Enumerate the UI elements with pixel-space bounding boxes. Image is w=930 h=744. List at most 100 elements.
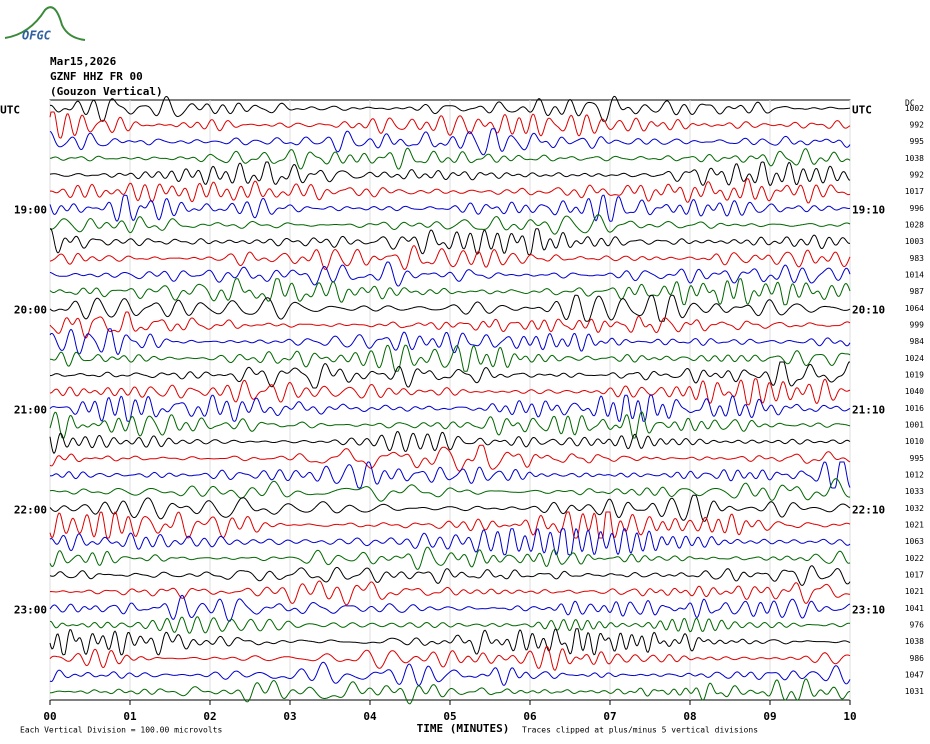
x-tick-label: 07 — [603, 710, 616, 723]
dc-value: 992 — [910, 171, 925, 180]
dc-value: 1002 — [905, 104, 924, 113]
dc-value: 1047 — [905, 671, 924, 680]
trace — [49, 594, 851, 622]
trace — [49, 444, 851, 472]
trace — [49, 261, 851, 287]
trace — [49, 294, 851, 322]
dc-value: 1017 — [905, 571, 924, 580]
dc-value: 986 — [910, 654, 925, 663]
trace — [50, 228, 850, 256]
dc-value: 1017 — [905, 187, 924, 196]
x-tick-label: 06 — [523, 710, 537, 723]
trace — [49, 546, 851, 570]
dc-value: 1001 — [905, 421, 924, 430]
dc-value: 1021 — [905, 587, 924, 596]
dc-value: 1003 — [905, 237, 924, 246]
footer-left: Each Vertical Division = 100.00 microvol… — [20, 726, 222, 735]
trace — [49, 128, 851, 156]
trace — [49, 194, 851, 222]
right-time-label: 19:10 — [852, 203, 885, 216]
x-tick-label: 03 — [283, 710, 296, 723]
dc-value: 1024 — [905, 354, 924, 363]
dc-value: 996 — [910, 204, 925, 213]
x-tick-label: 00 — [43, 710, 56, 723]
trace — [49, 111, 851, 139]
dc-value: 1041 — [905, 604, 924, 613]
trace — [49, 628, 851, 656]
x-tick-label: 10 — [843, 710, 856, 723]
site: (Gouzon Vertical) — [50, 85, 163, 98]
x-tick-label: 08 — [683, 710, 696, 723]
trace — [49, 645, 851, 671]
left-time-label: 22:00 — [14, 503, 47, 516]
left-time-label: 21:00 — [14, 403, 47, 416]
dc-value: 1016 — [905, 404, 924, 413]
dc-value: 1021 — [905, 521, 924, 530]
logo-curve — [4, 6, 86, 41]
trace — [49, 580, 851, 606]
right-time-label: 20:10 — [852, 303, 885, 316]
station: GZNF HHZ FR 00 — [50, 70, 143, 83]
right-time-label: 23:10 — [852, 603, 885, 616]
trace — [49, 328, 851, 356]
right-time-label: 21:10 — [852, 403, 885, 416]
dc-value: 1064 — [905, 304, 924, 313]
dc-value: 1032 — [905, 504, 924, 513]
trace — [49, 311, 851, 339]
trace — [49, 661, 851, 687]
dc-value: 1038 — [905, 637, 924, 646]
dc-value: 1010 — [905, 437, 924, 446]
dc-value: 995 — [910, 454, 925, 463]
right-time-label: 22:10 — [852, 503, 885, 516]
trace — [49, 214, 851, 235]
dc-value: 1012 — [905, 471, 924, 480]
dc-value: 1040 — [905, 387, 924, 396]
dc-value: 999 — [910, 321, 925, 330]
trace — [49, 494, 851, 522]
trace — [49, 411, 851, 439]
right-time-label: UTC — [852, 103, 872, 116]
dc-value: 1063 — [905, 537, 924, 546]
left-time-label: UTC — [0, 103, 20, 116]
x-tick-label: 04 — [363, 710, 377, 723]
trace — [49, 378, 851, 406]
x-axis-label: TIME (MINUTES) — [417, 722, 510, 735]
trace — [49, 565, 851, 587]
trace — [49, 344, 851, 372]
dc-value: 1038 — [905, 154, 924, 163]
dc-value: 1022 — [905, 554, 924, 563]
date: Mar15,2026 — [50, 55, 117, 68]
trace — [49, 147, 851, 170]
x-tick-label: 02 — [203, 710, 216, 723]
trace — [49, 527, 851, 556]
trace — [49, 478, 851, 502]
trace — [49, 394, 851, 422]
trace — [49, 278, 851, 306]
dc-value: 976 — [910, 621, 925, 630]
dc-value: 995 — [910, 137, 925, 146]
x-tick-label: 05 — [443, 710, 456, 723]
dc-value: 1031 — [905, 687, 924, 696]
trace — [50, 361, 850, 389]
footer-right: Traces clipped at plus/minus 5 vertical … — [522, 726, 758, 735]
trace — [49, 461, 851, 489]
trace — [49, 95, 851, 122]
dc-value: 987 — [910, 287, 925, 296]
trace — [49, 178, 851, 204]
dc-value: 984 — [910, 337, 925, 346]
trace — [49, 245, 851, 271]
dc-value: 1028 — [905, 221, 924, 230]
x-tick-label: 09 — [763, 710, 776, 723]
trace — [49, 511, 851, 539]
trace — [49, 616, 851, 634]
left-time-label: 23:00 — [14, 603, 47, 616]
trace — [49, 678, 851, 705]
dc-value: 1019 — [905, 371, 924, 380]
dc-value: 1033 — [905, 487, 924, 496]
trace — [49, 161, 851, 187]
dc-value: 983 — [910, 254, 925, 263]
left-time-label: 19:00 — [14, 203, 47, 216]
dc-value: 1014 — [905, 271, 924, 280]
logo: OFGC — [22, 29, 52, 43]
